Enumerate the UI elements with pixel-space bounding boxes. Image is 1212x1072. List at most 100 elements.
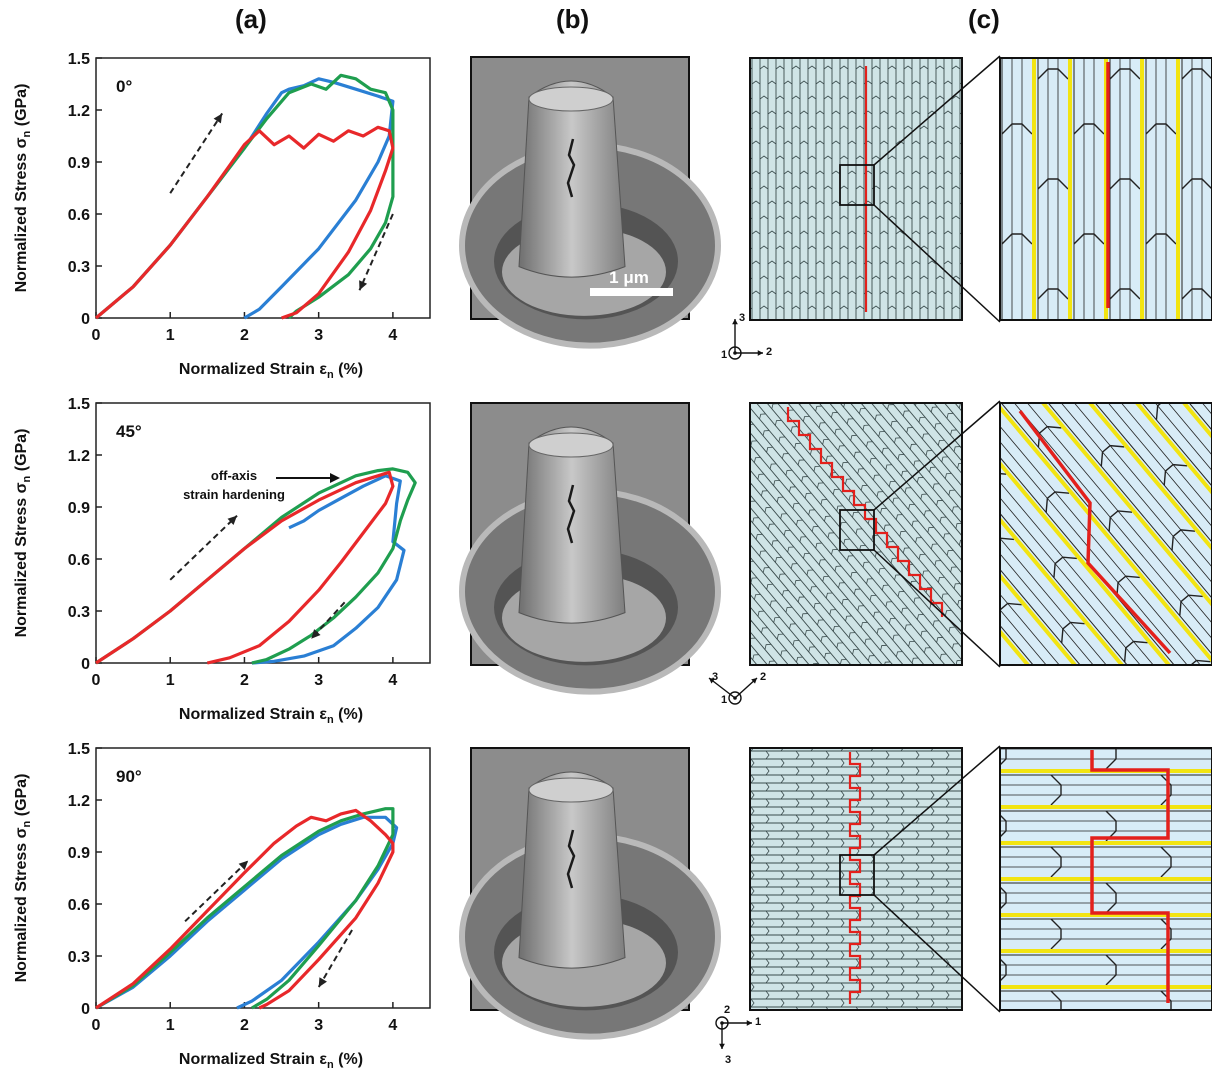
tablet-joint bbox=[900, 758, 905, 768]
tablet-joint bbox=[712, 546, 720, 549]
tablet-joint bbox=[886, 1039, 889, 1047]
tablet-joint bbox=[831, 290, 841, 295]
tablet-joint bbox=[795, 846, 800, 856]
tablet-joint bbox=[800, 337, 808, 344]
tablet-joint bbox=[897, 454, 905, 460]
y-tick-label: 0 bbox=[81, 656, 90, 673]
tablet-joint bbox=[823, 305, 833, 310]
tablet-joint bbox=[847, 110, 857, 115]
tablet-joint bbox=[825, 766, 830, 776]
tablet-joint bbox=[894, 437, 901, 444]
tablet-joint bbox=[840, 870, 845, 880]
tablet-joint bbox=[951, 305, 961, 310]
tablet-joint bbox=[765, 830, 770, 840]
tablet-joint bbox=[842, 674, 850, 681]
tablet-joint bbox=[720, 201, 728, 204]
tablet-joint bbox=[736, 1023, 739, 1031]
coordinate-system: 321 bbox=[721, 312, 772, 361]
zoom-joint bbox=[1024, 355, 1053, 382]
tablet-joint bbox=[919, 215, 929, 220]
tablet-joint bbox=[958, 675, 966, 682]
tablet-joint bbox=[815, 110, 825, 115]
tablet-joint bbox=[706, 799, 709, 807]
tablet-joint bbox=[704, 411, 712, 414]
tablet-joint bbox=[1117, 678, 1125, 685]
tablet-joint bbox=[799, 80, 809, 85]
tablet-joint bbox=[991, 807, 994, 815]
tablet-joint bbox=[935, 275, 945, 280]
tablet-joint bbox=[807, 305, 817, 310]
tablet-joint bbox=[825, 878, 830, 888]
tablet-joint bbox=[935, 155, 945, 160]
dashed-arrow-head bbox=[213, 113, 223, 124]
tablet-joint bbox=[864, 351, 872, 354]
tablet-joint bbox=[989, 824, 997, 831]
tablet-joint bbox=[681, 320, 689, 327]
tablet-joint bbox=[710, 393, 718, 400]
tablet-joint bbox=[930, 748, 935, 752]
tablet-joint bbox=[839, 185, 849, 190]
tablet-joint bbox=[976, 51, 984, 54]
tablet-joint bbox=[759, 125, 769, 130]
tablet-joint bbox=[919, 305, 929, 310]
tablet-joint bbox=[961, 691, 969, 698]
tablet-joint bbox=[736, 991, 739, 999]
tablet-joint bbox=[1186, 735, 1189, 743]
tablet-joint bbox=[815, 542, 822, 549]
tablet-joint bbox=[789, 698, 797, 705]
tablet-joint bbox=[736, 231, 744, 234]
annotation-text: off-axis strain hardening bbox=[183, 468, 285, 502]
tablet-joint bbox=[556, 735, 559, 743]
tablet-line bbox=[750, 403, 962, 665]
tablet-joint bbox=[847, 80, 857, 85]
tablet-joint bbox=[744, 336, 752, 339]
tablet-joint bbox=[755, 533, 763, 540]
tablet-joint bbox=[721, 919, 724, 927]
tablet-joint bbox=[780, 918, 785, 928]
tablet-joint bbox=[919, 155, 929, 160]
x-tick-label: 0 bbox=[92, 327, 101, 344]
tablet-joint bbox=[795, 878, 800, 888]
sem-micrograph bbox=[459, 747, 721, 1040]
tablet-joint bbox=[984, 457, 992, 464]
crack-path bbox=[786, 407, 944, 617]
y-tick-label: 0.9 bbox=[68, 155, 90, 172]
tablet-joint bbox=[870, 966, 875, 976]
tablet-joint bbox=[831, 170, 841, 175]
tablet-joint bbox=[720, 261, 728, 264]
tablet-joint bbox=[916, 1039, 919, 1047]
tablet-line bbox=[818, 403, 962, 616]
tablet-joint bbox=[872, 396, 880, 399]
tablet-joint bbox=[1006, 1023, 1009, 1031]
tablet-joint bbox=[750, 854, 755, 864]
tablet-joint bbox=[968, 336, 976, 339]
tablet-line bbox=[750, 421, 931, 665]
tablet-joint bbox=[750, 998, 755, 1008]
tablet-joint bbox=[796, 519, 803, 526]
tablet-joint bbox=[839, 659, 847, 665]
tablet-joint bbox=[766, 583, 773, 590]
tablet-joint bbox=[496, 1039, 499, 1047]
zoom-interface bbox=[1020, 403, 1212, 665]
tablet-joint bbox=[964, 571, 972, 578]
tablet-joint bbox=[879, 200, 889, 205]
tablet-joint bbox=[810, 870, 815, 880]
tablet-joint bbox=[1171, 727, 1174, 735]
tablet-joint bbox=[813, 465, 821, 472]
tablet-joint bbox=[815, 260, 825, 265]
tablet-joint bbox=[976, 943, 979, 951]
tablet-joint bbox=[481, 1031, 484, 1039]
tablet-joint bbox=[1171, 1031, 1174, 1039]
tablet-joint bbox=[879, 170, 889, 175]
tablet-joint bbox=[1056, 729, 1064, 736]
tablet-joint bbox=[946, 1039, 949, 1047]
tablet-joint bbox=[873, 474, 880, 481]
tablet-joint bbox=[976, 879, 979, 887]
tablet-joint bbox=[780, 902, 785, 912]
tablet-joint bbox=[970, 801, 978, 808]
tablet-joint bbox=[880, 51, 888, 54]
tablet-joint bbox=[915, 750, 920, 760]
tablet-joint bbox=[840, 918, 845, 928]
tablet-joint bbox=[790, 563, 798, 569]
tablet-joint bbox=[991, 951, 994, 959]
